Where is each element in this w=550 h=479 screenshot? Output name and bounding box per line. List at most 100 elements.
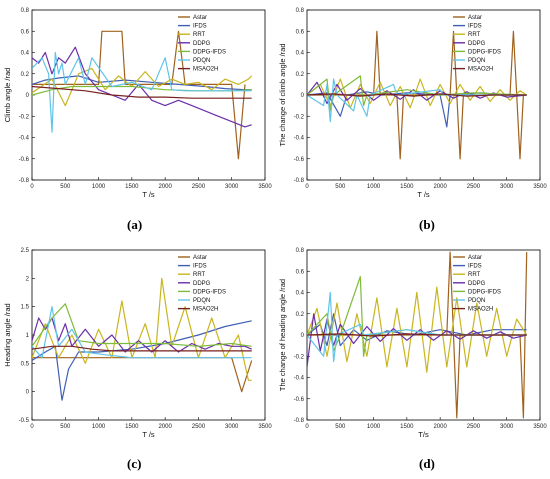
x-axis-label: T /s — [142, 430, 155, 439]
y-tick-label: -0.8 — [294, 178, 305, 184]
y-axis-label: Climb angle /rad — [3, 68, 12, 123]
legend-label-astar: Astar — [468, 15, 482, 21]
y-axis-label: The change of climb angle /rad — [278, 44, 287, 147]
caption-c: (c) — [127, 456, 142, 471]
legend-label-ddpg-ifds: DDPG-IFDS — [468, 49, 501, 55]
chart-c-svg: 0 500 1000 1500 2000 2500 3000 3500-0.500.511.5… — [3, 248, 272, 439]
y-tick-label: -0.4 — [19, 136, 30, 142]
x-axis-label: T /s — [417, 190, 430, 199]
y-tick-label: 0.2 — [296, 72, 305, 78]
legend-label-ifds: IFDS — [468, 24, 482, 30]
y-tick-label: -0.2 — [294, 354, 305, 360]
x-tick-label: 3500 — [258, 424, 272, 430]
legend-label-pdqn: PDQN — [193, 298, 210, 304]
chart-a-svg: 0 500 1000 1500 2000 2500 3000 3500 -0.8 -0.6 -0.4… — [3, 8, 272, 199]
y-tick-label: 0 — [301, 333, 305, 339]
x-tick-label: 1000 — [92, 424, 106, 430]
y-tick-label: 2 — [26, 276, 30, 282]
y-tick-label: 0.5 — [21, 361, 30, 367]
x-tick-label: 1500 — [125, 424, 139, 430]
series-line-pdqn — [307, 78, 527, 123]
x-tick-label: 0 — [305, 184, 309, 190]
legend-label-msao2h: MSAO2H — [193, 307, 218, 313]
chart-panel-b: 0 500 1000 1500 2000 2500 3000 3500 -0.8 -0.6 -0.4… — [275, 0, 550, 240]
y-tick-label: 0.4 — [296, 291, 305, 297]
x-tick-label: 2500 — [467, 184, 481, 190]
y-axis-label: The change of heading angle /rad — [278, 279, 287, 391]
y-tick-label: 0.2 — [21, 72, 30, 78]
series-line-pdqn — [32, 51, 252, 133]
legend-label-ifds: IFDS — [193, 24, 207, 30]
x-tick-label: 2000 — [433, 184, 447, 190]
chart-panel-c: 0 500 1000 1500 2000 2500 3000 3500 -0.5 0 0.5 1 1.5… — [0, 240, 275, 479]
y-tick-label: -0.6 — [294, 397, 305, 403]
series-line-rrt — [307, 286, 528, 373]
series-line-msao2h — [32, 85, 252, 99]
legend-label-pdqn: PDQN — [193, 58, 210, 64]
x-tick-label: 3500 — [533, 184, 547, 190]
y-tick-label: 2.5 — [21, 248, 30, 254]
x-tick-label: 3000 — [500, 424, 514, 430]
series-line-astar — [307, 251, 528, 419]
y-tick-label: 1 — [26, 333, 30, 339]
y-tick-label: -0.8 — [294, 418, 305, 424]
x-tick-label: 1000 — [367, 184, 381, 190]
caption-a: (a) — [127, 217, 143, 232]
y-tick-label: 0.8 — [296, 8, 305, 14]
x-tick-label: 3000 — [225, 424, 239, 430]
legend-label-pdqn: PDQN — [468, 58, 485, 64]
legend-label-pdqn: PDQN — [468, 298, 485, 304]
x-tick-label: 1500 — [400, 184, 414, 190]
series-line-astar — [32, 30, 246, 160]
legend-label-msao2h: MSAO2H — [193, 67, 218, 73]
series-line-ifds — [32, 75, 252, 91]
x-tick-label: 500 — [335, 424, 346, 430]
x-tick-label: 500 — [335, 184, 346, 190]
chart-b-svg: 0 500 1000 1500 2000 2500 3000 3500 -0.8 -0.6 -0.4… — [278, 8, 547, 199]
legend-label-rrt: RRT — [193, 272, 206, 278]
legend-label-ifds: IFDS — [468, 264, 482, 270]
series-group — [307, 30, 528, 160]
y-tick-label: 0.6 — [21, 29, 30, 35]
legend-label-rrt: RRT — [468, 272, 481, 278]
x-tick-label: 2000 — [433, 424, 447, 430]
x-tick-label: 0 — [30, 424, 34, 430]
legend-label-ddpg: DDPG — [468, 41, 486, 47]
x-axis-label: T /s — [142, 190, 155, 199]
series-line-msao2h — [307, 333, 527, 337]
y-axis-label: Heading angle /rad — [3, 303, 12, 366]
y-tick-label: 0.4 — [296, 51, 305, 57]
legend-label-ddpg: DDPG — [193, 281, 211, 287]
x-tick-label: 2500 — [192, 424, 206, 430]
x-tick-label: 1500 — [400, 424, 414, 430]
x-axis-label: T/s — [418, 430, 429, 439]
legend-label-ddpg-ifds: DDPG-IFDS — [468, 289, 501, 295]
series-line-pdqn — [32, 306, 252, 359]
y-tick-label: 1.5 — [21, 305, 30, 311]
legend-label-astar: Astar — [193, 255, 207, 261]
y-tick-label: -0.2 — [294, 114, 305, 120]
legend-label-rrt: RRT — [468, 32, 481, 38]
y-tick-label: 0.6 — [296, 269, 305, 275]
legend-label-ddpg-ifds: DDPG-IFDS — [193, 49, 226, 55]
x-tick-label: 2500 — [467, 424, 481, 430]
chart-panel-a: 0 500 1000 1500 2000 2500 3000 3500 -0.8 -0.6 -0.4… — [0, 0, 275, 240]
legend-label-ddpg: DDPG — [193, 41, 211, 47]
chart-panel-d: 0 500 1000 1500 2000 2500 3000 3500 -0.8 -0.6 -0.4… — [275, 240, 550, 479]
y-tick-label: -0.8 — [19, 178, 30, 184]
series-line-rrt — [307, 78, 528, 109]
x-tick-label: 3000 — [500, 184, 514, 190]
y-tick-label: -0.5 — [19, 418, 30, 424]
y-tick-label: 0 — [301, 93, 305, 99]
series-line-msao2h — [307, 93, 527, 97]
series-line-msao2h — [32, 345, 252, 352]
plot-frame-a — [31, 9, 266, 181]
series-line-ddpg-ifds — [32, 303, 252, 347]
legend-label-astar: Astar — [193, 15, 207, 21]
legend-label-ddpg-ifds: DDPG-IFDS — [193, 289, 226, 295]
y-tick-label: -0.6 — [294, 157, 305, 163]
legend-label-msao2h: MSAO2H — [468, 307, 493, 313]
caption-b: (b) — [419, 217, 435, 232]
series-group — [32, 30, 253, 160]
chart-d-svg: 0 500 1000 1500 2000 2500 3000 3500 -0.8 -0.6 -0.4… — [278, 248, 547, 439]
